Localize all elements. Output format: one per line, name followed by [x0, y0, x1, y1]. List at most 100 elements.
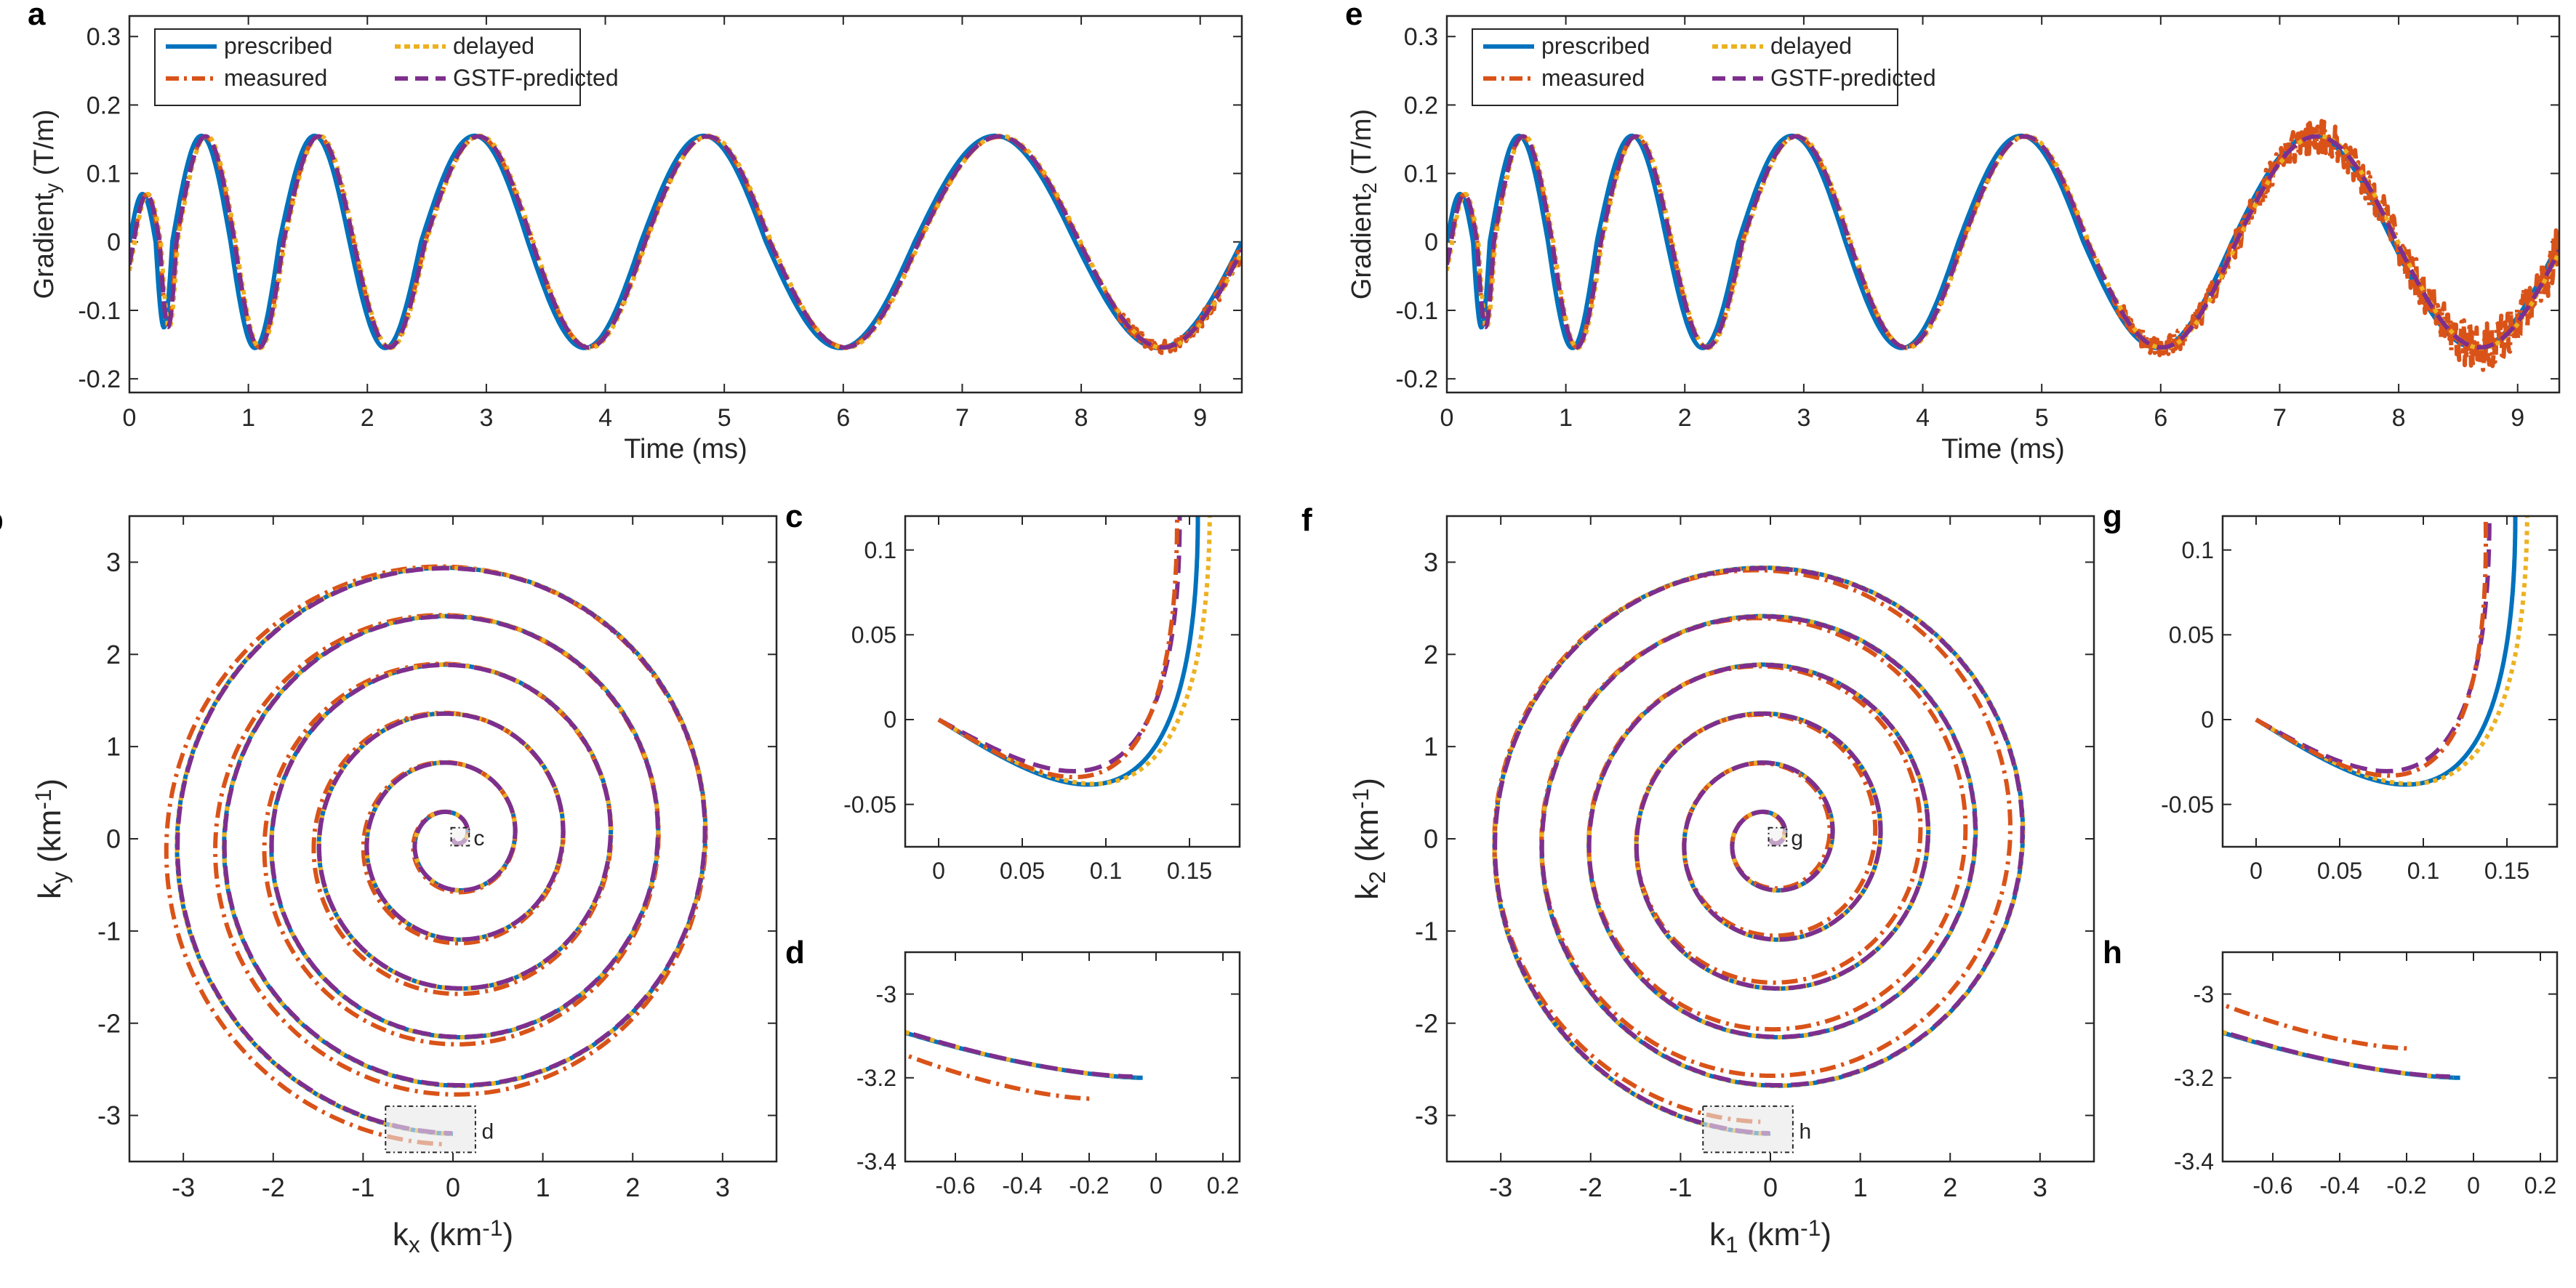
legend: prescribed delayed measured GSTF-predicted — [154, 28, 619, 106]
panel-f-xtick-label: 3 — [2033, 1172, 2047, 1202]
panel-e-xtick-label: 6 — [2154, 404, 2167, 432]
zoom-label-d: d — [482, 1119, 494, 1143]
panel-letter-h: h — [2103, 935, 2122, 970]
legend-gstf-label: GSTF-predicted — [453, 65, 619, 91]
panel-h-ytick-label: -3 — [2194, 981, 2214, 1007]
panel-e-ytick-label: 0.1 — [1404, 161, 1438, 188]
panel-g-frame — [2221, 515, 2559, 848]
panel-e-xtick-label: 7 — [2273, 404, 2287, 432]
zoom-label-h: h — [1799, 1119, 1812, 1143]
panel-e-ytick-label: 0.2 — [1404, 92, 1438, 119]
panel-g-xtick-label: 0.05 — [2317, 858, 2362, 884]
series-measured-end — [2223, 1002, 2410, 1051]
y-axis-label-part: (T/m) — [1347, 109, 1377, 182]
panel-e-ytick-label: 0.3 — [1404, 23, 1438, 51]
panel-d-ytick-label: -3 — [876, 981, 896, 1007]
x-axis-label-part: -1 — [1800, 1215, 1821, 1241]
x-axis-label-part: ) — [502, 1217, 513, 1252]
panel-e-xtick-label: 0 — [1440, 404, 1454, 432]
panel-c-xtick-label: 0.1 — [1090, 858, 1122, 884]
legend-measured-label: measured — [224, 65, 327, 91]
panel-g-xtick-label: 0.1 — [2407, 858, 2439, 884]
panel-a-xtick-label: 9 — [1193, 404, 1207, 432]
panel-b-xtick-label: -3 — [172, 1172, 195, 1202]
y-axis-label-part: (T/m) — [29, 110, 60, 183]
panel-letter-c: c — [785, 499, 803, 534]
panel-c-frame — [904, 515, 1241, 848]
panel-e: 0 1 2 3 4 5 6 7 8 9 -0.2 -0.1 0 0.1 0.2 0.3 Time (ms) Gra… — [1345, 0, 2561, 464]
panel-b-xtick-label: 3 — [715, 1172, 730, 1202]
y-axis-label: ky (km-1) — [30, 778, 72, 899]
panel-d-ytick-label: -3.4 — [856, 1148, 896, 1175]
panel-h-xtick-label: 0.2 — [2524, 1172, 2556, 1199]
panel-g-xtick-label: 0 — [2250, 858, 2263, 884]
panel-f-ytick-label: 2 — [1424, 640, 1438, 669]
y-axis-label-part: 2 — [1358, 182, 1381, 193]
panel-d-xtick-label: -0.2 — [1069, 1172, 1109, 1199]
x-axis-label-part: -1 — [482, 1215, 502, 1241]
panel-c-ytick-label: 0.1 — [864, 537, 896, 563]
y-axis-label: Gradient2 (T/m) — [1347, 109, 1381, 299]
legend-delayed-label: delayed — [1770, 33, 1852, 59]
x-axis-label: Time (ms) — [624, 434, 747, 464]
y-axis-label-part: (km — [32, 810, 68, 872]
y-axis-label-part: y — [41, 183, 63, 193]
panel-f-xtick-label: 2 — [1943, 1172, 1957, 1202]
panel-h: -0.6 -0.4 -0.2 0 0.2 -3 -3.2 -3.4 h — [2103, 935, 2559, 1199]
panel-a-ytick-label: -0.2 — [78, 366, 121, 393]
x-axis-label: kx (km-1) — [393, 1215, 513, 1257]
legend-prescribed-label: prescribed — [224, 33, 332, 59]
panel-f-xtick-label: -3 — [1489, 1172, 1512, 1202]
panel-h-xtick-label: -0.4 — [2319, 1172, 2359, 1199]
series-gstf-end — [2223, 1029, 2452, 1079]
y-axis-label: Gradienty (T/m) — [29, 110, 63, 299]
panel-d-ytick-label: -3.2 — [856, 1065, 896, 1091]
x-axis-label-part: k — [1709, 1217, 1726, 1252]
x-axis-label-part: x — [409, 1231, 420, 1257]
panel-a-frame — [128, 15, 1243, 394]
panel-a-xtick-label: 0 — [123, 404, 137, 432]
panel-e-ytick-label: 0 — [1424, 229, 1438, 257]
panel-a-xtick-label: 2 — [361, 404, 374, 432]
panel-h-ytick-label: -3.2 — [2174, 1065, 2214, 1091]
x-axis-label-part: (km — [1738, 1217, 1801, 1252]
panel-g-ytick-label: 0.1 — [2182, 537, 2214, 563]
panel-a-xtick-label: 5 — [718, 404, 731, 432]
panel-e-xtick-label: 5 — [2035, 404, 2049, 432]
y-axis-label-part: ) — [32, 778, 68, 789]
series-measured-end — [905, 1052, 1093, 1101]
legend-delayed-label: delayed — [453, 33, 534, 59]
panel-a-xtick-label: 8 — [1075, 404, 1088, 432]
panel-a-xtick-label: 6 — [836, 404, 850, 432]
panel-c-xtick-label: 0.05 — [1000, 858, 1045, 884]
panel-g-ytick-label: 0 — [2201, 707, 2214, 733]
panel-g: 0 0.05 0.1 0.15 -0.05 0 0.05 0.1 g — [2103, 499, 2559, 884]
panel-e-xtick-label: 1 — [1559, 404, 1573, 432]
panel-g-ytick-label: -0.05 — [2161, 792, 2214, 818]
panel-a-ytick-label: -0.1 — [78, 297, 121, 325]
panel-e-frame — [1445, 15, 2561, 394]
panel-d-xtick-label: 0 — [1149, 1172, 1163, 1199]
panel-letter-d: d — [785, 935, 805, 970]
panel-letter-f: f — [1301, 502, 1312, 538]
panel-b-ytick-label: -3 — [97, 1100, 121, 1130]
panel-letter-e: e — [1345, 0, 1363, 32]
legend-measured-label: measured — [1541, 65, 1645, 91]
series-gstf-end — [905, 1029, 1134, 1079]
panel-b-xtick-label: 2 — [625, 1172, 640, 1202]
series-measured-zoom — [937, 516, 1179, 780]
y-axis-label-part: k — [32, 882, 68, 899]
panel-c: 0 0.05 0.1 0.15 -0.05 0 0.05 0.1 c — [785, 499, 1241, 884]
panel-h-xtick-label: -0.6 — [2252, 1172, 2292, 1199]
legend-prescribed-label: prescribed — [1541, 33, 1650, 59]
series-gstf-zoom — [937, 516, 1182, 773]
panel-b-ytick-label: 3 — [106, 547, 121, 577]
panel-b-ytick-label: 0 — [106, 824, 121, 854]
y-axis-label-part: ) — [1349, 778, 1385, 789]
panel-h-bg — [2223, 952, 2557, 1162]
panel-a-ytick-label: 0 — [107, 229, 121, 257]
panel-a-xtick-label: 7 — [955, 404, 969, 432]
panel-a-xtick-label: 1 — [241, 404, 255, 432]
panel-f-ytick-label: -1 — [1415, 916, 1438, 946]
